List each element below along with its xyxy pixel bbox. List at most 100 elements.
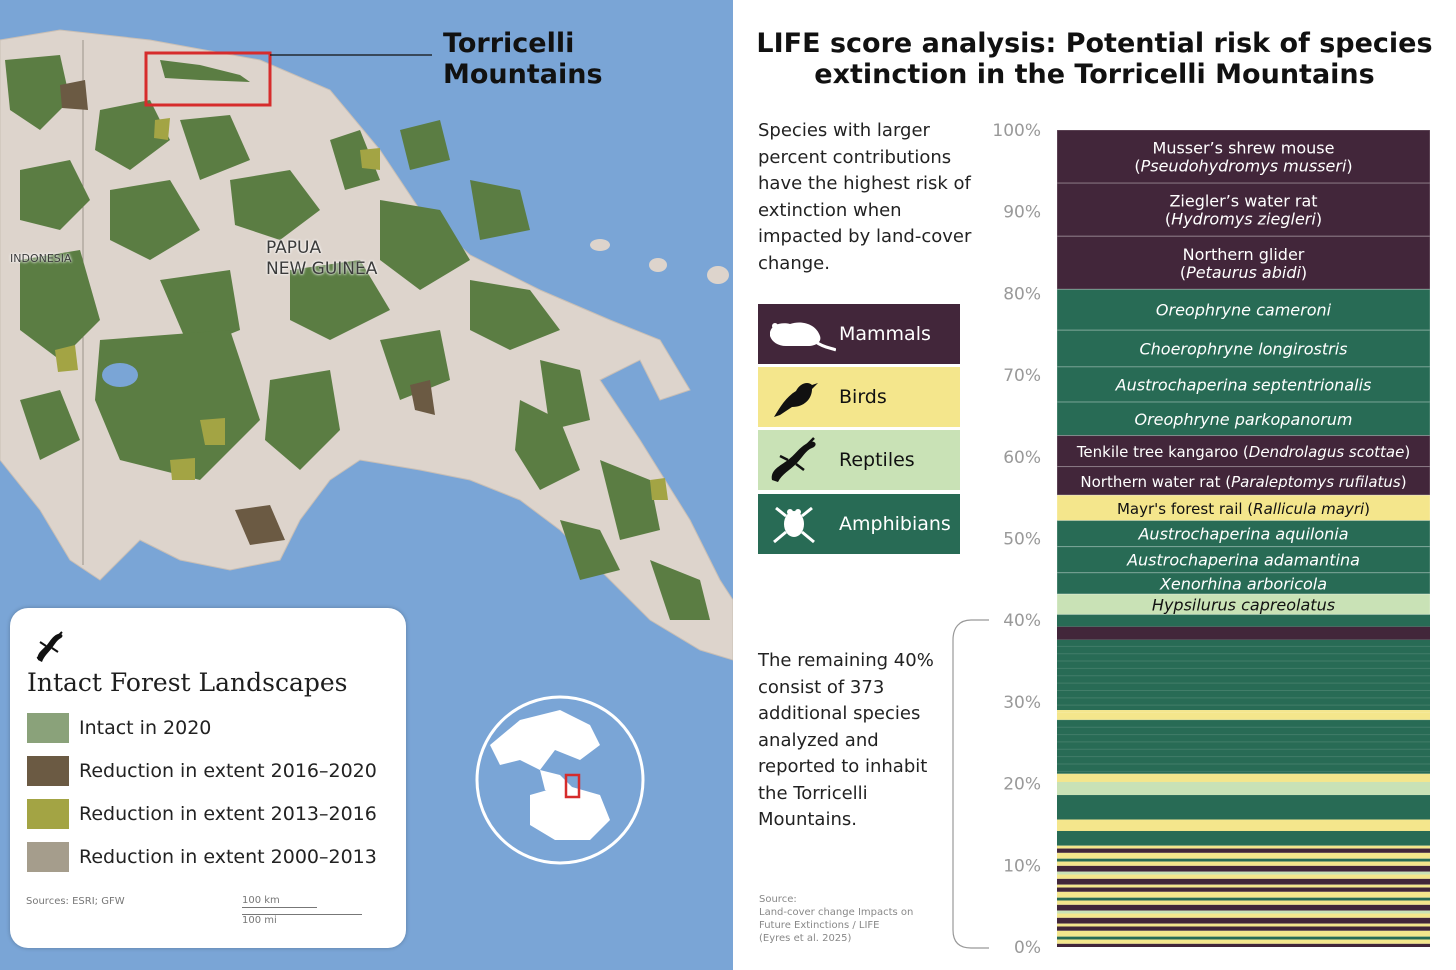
species-bar — [1057, 819, 1430, 831]
species-label: Oreophryne cameroni — [1156, 301, 1332, 320]
species-bar — [1057, 830, 1430, 846]
lake — [102, 363, 138, 387]
legend-item-intact: Intact in 2020 — [27, 712, 211, 744]
y-tick-label: 60% — [1003, 448, 1041, 468]
legend-item-2013-2016: Reduction in extent 2013–2016 — [27, 798, 377, 830]
species-label: (Petaurus abidi) — [1180, 263, 1307, 282]
source-line: Future Extinctions / LIFE — [759, 920, 880, 931]
species-bar[interactable] — [1056, 329, 1431, 368]
species-bar[interactable] — [1056, 494, 1431, 522]
scale-mi-line — [242, 914, 362, 915]
y-tick-label: 0% — [1014, 938, 1041, 958]
y-tick-label: 40% — [1003, 611, 1041, 631]
species-bar — [1057, 910, 1430, 914]
torricelli-highlight-box[interactable] — [144, 51, 272, 107]
legend-item-label: Reduction in extent 2016–2020 — [79, 760, 377, 782]
species-bar — [1057, 887, 1430, 892]
species-bar — [1057, 936, 1430, 940]
species-bar[interactable] — [1056, 520, 1431, 548]
species-bar — [1057, 874, 1430, 879]
labeled-segments: Musser’s shrew mouse(Pseudohydromys muss… — [1056, 129, 1431, 615]
legend-item-label: Reduction in extent 2000–2013 — [79, 846, 377, 868]
species-bar[interactable] — [1056, 182, 1431, 237]
island — [649, 258, 667, 272]
y-tick-label: 30% — [1003, 693, 1041, 713]
intro-text: Species with larger percent contribution… — [758, 120, 972, 274]
species-bar[interactable] — [1056, 593, 1431, 615]
remaining-text: The remaining 40% consist of 373 additio… — [758, 650, 934, 830]
species-bar[interactable] — [1056, 401, 1431, 437]
legend-swatch — [27, 799, 69, 829]
species-bar — [1057, 773, 1430, 782]
species-bar[interactable] — [1056, 546, 1431, 574]
y-axis: 0% 10% 20% 30% 40% 50% 60% 70% 80% 90% 100% — [992, 121, 1041, 958]
remaining-bracket — [952, 619, 989, 949]
species-label: Mayr's forest rail (Rallicula mayri) — [1117, 500, 1370, 518]
species-bar[interactable] — [1056, 435, 1431, 468]
species-bar — [1057, 639, 1430, 711]
label-png-line-2: NEW GUINEA — [266, 259, 378, 279]
species-bar — [1057, 926, 1430, 931]
species-bar[interactable] — [1056, 466, 1431, 496]
species-bar — [1057, 845, 1430, 849]
group-reptiles: Reptiles — [758, 430, 960, 490]
label-indonesia: INDONESIA — [10, 252, 72, 265]
group-label: Mammals — [839, 323, 931, 345]
species-bar — [1057, 626, 1430, 640]
label-png-line-1: PAPUA — [266, 238, 322, 258]
species-bar — [1057, 917, 1430, 924]
island — [707, 266, 729, 284]
species-bar — [1057, 891, 1430, 898]
species-label: Austrochaperina aquilonia — [1137, 525, 1348, 544]
species-label: Hypsilurus capreolatus — [1152, 595, 1335, 614]
species-bar — [1057, 795, 1430, 820]
y-tick-label: 80% — [1003, 284, 1041, 304]
y-tick-label: 10% — [1003, 856, 1041, 876]
scale-bar: 100 km 100 mi — [242, 895, 362, 926]
callout-title: Torricelli Mountains — [443, 28, 603, 90]
species-label: Oreophryne parkopanorum — [1134, 410, 1352, 429]
y-tick-label: 20% — [1003, 775, 1041, 795]
group-mammals: Mammals — [758, 304, 960, 364]
species-label: Tenkile tree kangaroo (Dendrolagus scott… — [1076, 443, 1410, 461]
species-bar — [1057, 884, 1430, 888]
locator-globe — [475, 695, 645, 865]
group-birds: Birds — [758, 367, 960, 427]
group-amphibians: Amphibians — [758, 494, 960, 554]
species-label: Choerophryne longirostris — [1139, 340, 1347, 359]
frog-icon — [773, 506, 815, 544]
species-bar — [1057, 897, 1430, 901]
species-bar[interactable] — [1056, 129, 1431, 184]
callout-line-2: Mountains — [443, 59, 603, 90]
remaining-species-bars — [1057, 614, 1430, 947]
species-bar — [1057, 710, 1430, 720]
scale-km: 100 km — [242, 895, 317, 908]
possum-icon — [770, 322, 836, 352]
y-tick-label: 50% — [1003, 530, 1041, 550]
source-line: Land-cover change Impacts on — [759, 907, 914, 918]
legend-item-2000-2013: Reduction in extent 2000–2013 — [27, 841, 377, 873]
group-label: Amphibians — [839, 513, 951, 535]
legend-swatch — [27, 713, 69, 743]
species-bar — [1057, 871, 1430, 875]
species-bar — [1057, 781, 1430, 796]
species-bar[interactable] — [1056, 235, 1431, 290]
y-tick-label: 90% — [1003, 203, 1041, 223]
gecko-icon — [36, 631, 63, 662]
species-bar — [1057, 904, 1430, 911]
species-label: Ziegler’s water rat — [1169, 192, 1317, 211]
scale-mi: 100 mi — [242, 915, 277, 926]
legend-swatch — [27, 756, 69, 786]
species-bar — [1057, 923, 1430, 927]
group-label: Birds — [839, 386, 887, 408]
species-label: Austrochaperina adamantina — [1126, 551, 1360, 570]
chart-title: LIFE score analysis: Potential risk of s… — [733, 28, 1456, 90]
chart-panel: LIFE score analysis: Potential risk of s… — [733, 0, 1456, 970]
species-label: Xenorhina arboricola — [1159, 574, 1327, 593]
globe-highlight-box — [564, 773, 581, 799]
legend-item-2016-2020: Reduction in extent 2016–2020 — [27, 755, 377, 787]
source-line: Source: — [759, 894, 797, 905]
chart-title-line-1: LIFE score analysis: Potential risk of s… — [756, 28, 1433, 59]
species-bar — [1057, 852, 1430, 859]
legend-item-label: Intact in 2020 — [79, 717, 212, 739]
